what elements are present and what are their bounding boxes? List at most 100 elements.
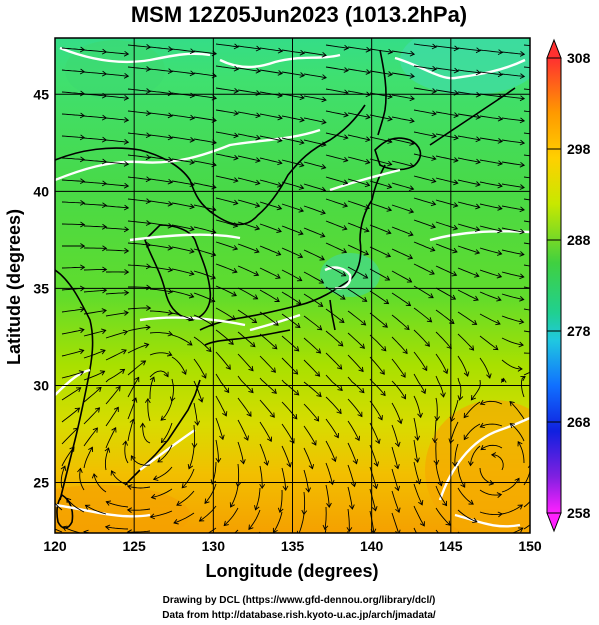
colorbar-tick-label: 298 <box>567 141 591 157</box>
streamline-arrowhead <box>167 222 173 229</box>
streamline <box>193 402 199 426</box>
streamline-arrowhead <box>145 88 152 94</box>
streamline-arrowhead <box>149 376 156 382</box>
streamline <box>149 332 173 336</box>
streamline-arrowhead <box>419 521 425 527</box>
streamline <box>413 285 434 299</box>
streamline <box>391 402 402 424</box>
streamline-arrowhead <box>394 485 401 492</box>
streamline-arrowhead <box>181 483 187 489</box>
streamline <box>413 527 418 533</box>
streamline-arrowhead <box>394 553 399 557</box>
streamline-arrowhead <box>406 277 413 283</box>
streamline <box>142 423 151 444</box>
isobar-line <box>139 316 246 327</box>
streamline <box>347 68 371 74</box>
streamline-arrowhead <box>440 392 446 398</box>
streamline-arrowhead <box>519 73 526 79</box>
streamline <box>105 227 129 231</box>
streamline <box>160 400 173 421</box>
streamline <box>149 68 173 73</box>
streamline-arrowhead <box>319 255 325 261</box>
streamline <box>391 226 414 236</box>
streamline <box>501 293 524 301</box>
streamline <box>157 444 173 463</box>
streamline <box>523 198 530 201</box>
streamline <box>303 117 326 124</box>
streamline-arrowhead <box>233 87 239 94</box>
streamline-arrowhead <box>421 543 425 548</box>
streamline-arrowhead <box>298 184 305 190</box>
streamline-arrowhead <box>311 440 317 446</box>
streamline <box>479 511 503 516</box>
streamline <box>83 309 107 315</box>
streamline-arrowhead <box>277 92 283 99</box>
streamline-arrowhead <box>276 204 283 211</box>
streamline <box>471 379 481 401</box>
streamline <box>435 199 458 207</box>
streamline <box>325 484 330 508</box>
streamline-arrowhead <box>233 177 239 183</box>
streamline-arrowhead <box>126 484 133 490</box>
streamline-arrowhead <box>520 375 526 382</box>
streamline <box>457 289 479 301</box>
streamline-arrowhead <box>453 179 459 186</box>
streamline-arrowhead <box>167 178 174 185</box>
streamline <box>325 286 346 300</box>
streamline-arrowhead <box>364 181 371 188</box>
streamline-arrowhead <box>321 74 327 80</box>
streamline <box>303 469 310 492</box>
streamline-arrowhead <box>253 271 260 277</box>
streamline-arrowhead <box>139 422 146 428</box>
streamline-arrowhead <box>233 154 239 161</box>
streamline-arrowhead <box>124 269 130 275</box>
isobar-line <box>129 233 241 242</box>
y-tick-label: 40 <box>33 183 49 199</box>
streamline <box>259 201 282 210</box>
streamline-arrowhead <box>62 525 68 532</box>
streamline <box>369 268 390 281</box>
streamline <box>83 159 107 163</box>
streamline <box>83 49 107 53</box>
streamline <box>325 44 349 49</box>
streamline <box>171 268 194 275</box>
streamline <box>369 466 377 489</box>
streamline-arrowhead <box>453 112 459 119</box>
streamline-arrowhead <box>73 427 79 433</box>
streamline <box>523 88 530 91</box>
streamline-arrowhead <box>457 395 464 401</box>
streamline <box>325 198 348 207</box>
streamline <box>413 219 436 228</box>
streamline <box>479 247 502 255</box>
streamline <box>303 337 321 354</box>
streamline <box>127 307 151 310</box>
isobar-line <box>329 168 401 192</box>
isobar-line <box>454 513 521 528</box>
streamline <box>457 333 474 351</box>
streamline <box>413 131 437 137</box>
streamline <box>237 155 260 162</box>
streamline-arrowhead <box>519 161 526 168</box>
streamline <box>83 115 107 119</box>
streamline <box>523 44 530 47</box>
streamline <box>176 490 195 506</box>
streamline-arrowhead <box>167 351 173 357</box>
streamline-arrowhead <box>316 325 323 331</box>
streamline <box>509 401 525 420</box>
streamline <box>223 507 239 526</box>
streamline-arrowhead <box>299 161 305 168</box>
china-coastline <box>55 269 94 501</box>
streamline <box>303 315 322 331</box>
streamline <box>171 136 195 141</box>
streamline <box>501 95 525 100</box>
streamline <box>127 176 151 181</box>
streamline <box>193 226 216 234</box>
streamline <box>215 351 231 370</box>
streamline <box>83 137 107 141</box>
streamline <box>55 502 63 511</box>
streamline-arrowhead <box>167 288 174 295</box>
streamline-arrowhead <box>101 202 108 208</box>
streamline-arrowhead <box>286 462 292 468</box>
y-axis: 25 30 35 40 45 <box>33 86 49 490</box>
streamline-arrowhead <box>500 377 507 383</box>
